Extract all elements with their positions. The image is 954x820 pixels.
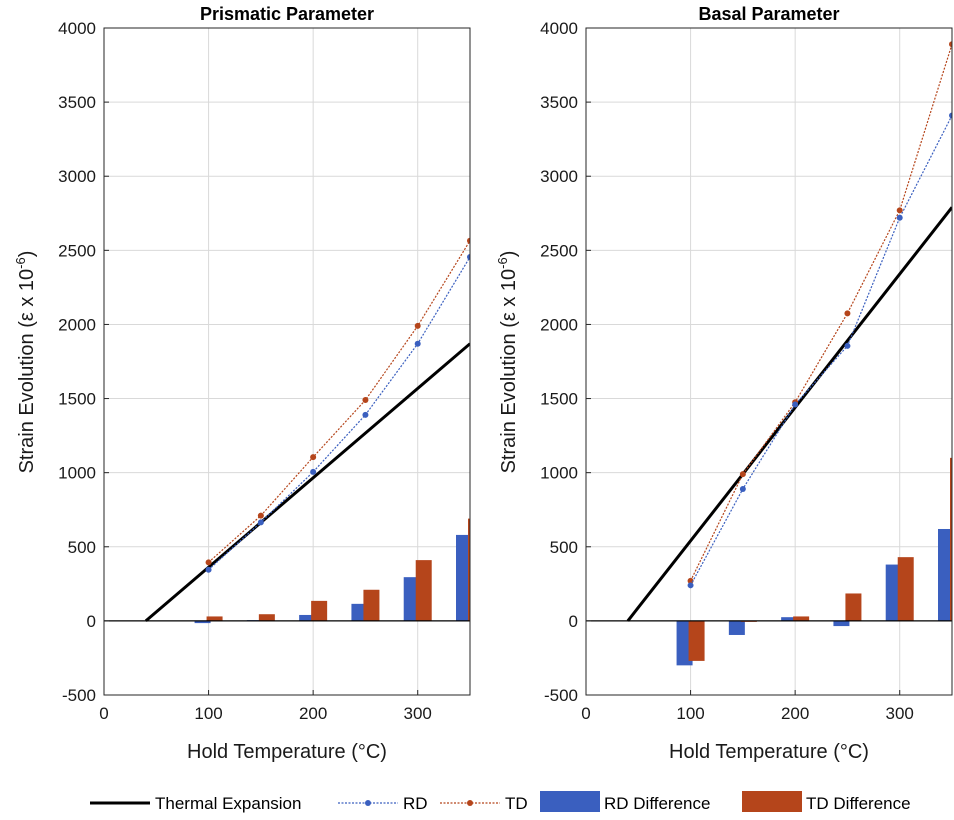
- basal-rd-difference-bar: [781, 617, 798, 621]
- basal-td-difference-bar: [845, 593, 862, 621]
- basal-xtick-label: 300: [886, 704, 914, 723]
- legend: Thermal Expansion RD TD RD Difference TD…: [90, 791, 911, 813]
- prismatic-ytick-label: 2000: [58, 315, 96, 334]
- basal-ytick-label: 2500: [540, 241, 578, 260]
- prismatic-rd-point: [310, 468, 317, 475]
- prismatic-ytick-label: 4000: [58, 19, 96, 38]
- basal-rd-point: [792, 401, 799, 408]
- basal-td-point: [687, 577, 694, 584]
- prismatic-xtick-label: 300: [404, 704, 432, 723]
- prismatic-ytick-label: 3000: [58, 167, 96, 186]
- basal-td-point: [896, 207, 903, 214]
- prismatic-rd-point: [414, 340, 421, 347]
- prismatic-panel: 0 100 200 300-50005001000150020002500300035…: [13, 4, 471, 763]
- prismatic-rd-point: [205, 566, 212, 573]
- prismatic-xlabel: Hold Temperature (°C): [187, 741, 387, 763]
- basal-rd-difference-bar: [728, 620, 745, 635]
- prismatic-td-series-line: [208, 240, 470, 563]
- prismatic-axes-box: [103, 27, 471, 696]
- legend-rd-difference-swatch: [540, 791, 600, 812]
- prismatic-ylabel: Strain Evolution (ε x 10-6): [13, 251, 38, 474]
- prismatic-td-difference-bar: [311, 600, 328, 621]
- basal-ytick-label: 2000: [540, 315, 578, 334]
- basal-rd-series-line: [690, 115, 952, 586]
- prismatic-xtick-label: 100: [194, 704, 222, 723]
- basal-rd-point: [896, 214, 903, 221]
- basal-td-point: [739, 471, 746, 478]
- basal-rd-point: [949, 112, 952, 119]
- basal-ytick-label: 4000: [540, 19, 578, 38]
- prismatic-ytick-label: -500: [62, 686, 96, 705]
- prismatic-td-point: [310, 454, 317, 461]
- basal-rd-difference-bar: [833, 620, 850, 627]
- basal-td-point: [949, 41, 952, 48]
- basal-rd-point: [739, 485, 746, 492]
- prismatic-rd-point: [362, 411, 369, 418]
- legend-rd-difference-label: RD Difference: [604, 794, 710, 813]
- legend-td-difference-swatch: [742, 791, 802, 812]
- prismatic-xtick-label: 200: [299, 704, 327, 723]
- basal-rd-point: [844, 342, 851, 349]
- prismatic-rd-difference-bar: [456, 534, 470, 621]
- prismatic-td-point: [205, 559, 212, 566]
- basal-xtick-label: 0: [581, 704, 590, 723]
- basal-ylabel: Strain Evolution (ε x 10-6): [495, 251, 520, 474]
- basal-rd-difference-bar: [938, 528, 952, 621]
- basal-ytick-label: -500: [544, 686, 578, 705]
- basal-td-point: [844, 310, 851, 317]
- basal-ytick-label: 1500: [540, 390, 578, 409]
- basal-rd-point: [687, 582, 694, 589]
- basal-td-difference-bar: [688, 620, 705, 661]
- basal-panel: 0 100 200 300-50005001000150020002500300035…: [495, 4, 953, 763]
- legend-rd-marker: [365, 800, 371, 806]
- legend-td-difference-label: TD Difference: [806, 794, 911, 813]
- basal-ytick-label: 500: [550, 538, 578, 557]
- prismatic-td-point: [467, 237, 470, 244]
- prismatic-ytick-label: 2500: [58, 241, 96, 260]
- basal-td-difference-bar: [950, 457, 952, 621]
- basal-ytick-label: 1000: [540, 464, 578, 483]
- basal-ytick-label: 3000: [540, 167, 578, 186]
- prismatic-td-difference-bar: [206, 616, 223, 621]
- basal-ytick-label: 0: [569, 612, 578, 631]
- legend-td-label: TD: [505, 794, 528, 813]
- legend-rd-label: RD: [403, 794, 428, 813]
- basal-td-difference-bar: [793, 616, 810, 621]
- prismatic-rd-point: [467, 254, 470, 261]
- prismatic-thermal-expansion-line: [144, 342, 470, 623]
- prismatic-title: Prismatic Parameter: [200, 4, 374, 24]
- prismatic-td-difference-bar: [258, 614, 275, 621]
- basal-title: Basal Parameter: [698, 4, 839, 24]
- basal-xlabel: Hold Temperature (°C): [669, 741, 869, 763]
- prismatic-td-point: [257, 512, 264, 519]
- prismatic-rd-series-line: [208, 256, 470, 571]
- prismatic-td-difference-bar: [468, 518, 470, 621]
- prismatic-td-difference-bar: [415, 560, 432, 621]
- prismatic-rd-point: [257, 519, 264, 526]
- prismatic-ytick-label: 3500: [58, 93, 96, 112]
- legend-thermal-label: Thermal Expansion: [155, 794, 301, 813]
- basal-td-series-line: [690, 44, 952, 582]
- prismatic-td-point: [414, 322, 421, 329]
- prismatic-td-point: [362, 397, 369, 404]
- prismatic-rd-difference-bar: [299, 614, 316, 621]
- prismatic-xtick-label: 0: [99, 704, 108, 723]
- basal-thermal-expansion-line: [626, 206, 952, 622]
- basal-axes-box: [585, 27, 953, 696]
- prismatic-ytick-label: 0: [87, 612, 96, 631]
- basal-ytick-label: 3500: [540, 93, 578, 112]
- prismatic-rd-difference-bar: [194, 620, 211, 624]
- prismatic-td-difference-bar: [363, 589, 380, 621]
- prismatic-ytick-label: 500: [68, 538, 96, 557]
- legend-td-marker: [467, 800, 473, 806]
- prismatic-ytick-label: 1000: [58, 464, 96, 483]
- basal-xtick-label: 200: [781, 704, 809, 723]
- basal-xtick-label: 100: [676, 704, 704, 723]
- basal-td-difference-bar: [897, 557, 914, 621]
- prismatic-ytick-label: 1500: [58, 390, 96, 409]
